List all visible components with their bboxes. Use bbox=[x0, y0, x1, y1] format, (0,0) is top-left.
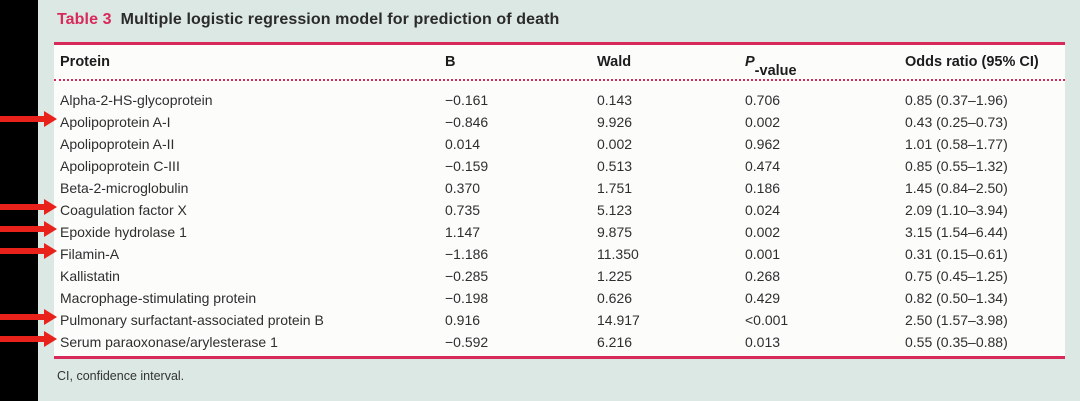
b-value: −0.159 bbox=[445, 158, 489, 174]
odds-ratio-value: 2.09 (1.10–3.94) bbox=[905, 202, 1008, 218]
protein-name: Macrophage-stimulating protein bbox=[60, 290, 257, 306]
odds-ratio-value: 0.82 (0.50–1.34) bbox=[905, 290, 1008, 306]
odds-ratio-value: 0.85 (0.37–1.96) bbox=[905, 92, 1008, 108]
red-arrow-icon bbox=[0, 309, 57, 325]
red-arrow-icon bbox=[0, 221, 57, 237]
table-row: Epoxide hydrolase 1 1.147 9.875 0.002 3.… bbox=[54, 221, 1065, 243]
table-row: Apolipoprotein A-I −0.846 9.926 0.002 0.… bbox=[54, 111, 1065, 133]
wald-value: 0.002 bbox=[597, 136, 633, 152]
table-number-label: Table 3 bbox=[57, 11, 112, 28]
odds-ratio-value: 0.55 (0.35–0.88) bbox=[905, 334, 1008, 350]
wald-value: 5.123 bbox=[597, 202, 633, 218]
protein-name: Serum paraoxonase/arylesterase 1 bbox=[60, 334, 278, 350]
table-row: Macrophage-stimulating protein −0.198 0.… bbox=[54, 287, 1065, 309]
red-arrow-icon bbox=[0, 243, 57, 259]
table-row: Serum paraoxonase/arylesterase 1 −0.592 … bbox=[54, 331, 1065, 353]
column-header-wald: Wald bbox=[597, 54, 632, 70]
table-row: Filamin-A −1.186 11.350 0.001 0.31 (0.15… bbox=[54, 243, 1065, 265]
wald-value: 9.926 bbox=[597, 114, 633, 130]
odds-ratio-value: 2.50 (1.57–3.98) bbox=[905, 312, 1008, 328]
protein-name: Apolipoprotein A-I bbox=[60, 114, 171, 130]
p-value: 0.002 bbox=[745, 114, 781, 130]
wald-value: 14.917 bbox=[597, 312, 640, 328]
b-value: 0.735 bbox=[445, 202, 481, 218]
left-black-bar bbox=[0, 0, 38, 401]
table-row: Kallistatin −0.285 1.225 0.268 0.75 (0.4… bbox=[54, 265, 1065, 287]
odds-ratio-value: 1.01 (0.58–1.77) bbox=[905, 136, 1008, 152]
table-title: Table 3 Multiple logistic regression mode… bbox=[57, 11, 559, 29]
p-value: 0.024 bbox=[745, 202, 781, 218]
protein-name: Pulmonary surfactant-associated protein … bbox=[60, 312, 324, 328]
b-value: −0.592 bbox=[445, 334, 489, 350]
b-value: −0.161 bbox=[445, 92, 489, 108]
table-row: Coagulation factor X 0.735 5.123 0.024 2… bbox=[54, 199, 1065, 221]
protein-name: Kallistatin bbox=[60, 268, 120, 284]
wald-value: 0.513 bbox=[597, 158, 633, 174]
protein-name: Coagulation factor X bbox=[60, 202, 187, 218]
odds-ratio-value: 0.31 (0.15–0.61) bbox=[905, 246, 1008, 262]
column-header-protein: Protein bbox=[60, 54, 110, 70]
wald-value: 0.143 bbox=[597, 92, 633, 108]
table-title-text: Multiple logistic regression model for p… bbox=[120, 11, 560, 28]
table-row: Apolipoprotein C-III −0.159 0.513 0.474 … bbox=[54, 155, 1065, 177]
protein-name: Alpha-2-HS-glycoprotein bbox=[60, 92, 213, 108]
wald-value: 0.626 bbox=[597, 290, 633, 306]
column-header-b: B bbox=[445, 54, 456, 70]
b-value: −0.285 bbox=[445, 268, 489, 284]
b-value: −0.846 bbox=[445, 114, 489, 130]
wald-value: 1.751 bbox=[597, 180, 633, 196]
protein-name: Beta-2-microglobulin bbox=[60, 180, 189, 196]
column-header-odds-ratio: Odds ratio (95% CI) bbox=[905, 54, 1039, 70]
regression-table: Protein B Wald P -value Odds ratio (95% C… bbox=[54, 42, 1065, 359]
red-arrow-icon bbox=[0, 331, 57, 347]
wald-value: 1.225 bbox=[597, 268, 633, 284]
odds-ratio-value: 0.85 (0.55–1.32) bbox=[905, 158, 1008, 174]
p-value: 0.268 bbox=[745, 268, 781, 284]
p-value: 0.962 bbox=[745, 136, 781, 152]
table-body: Alpha-2-HS-glycoprotein −0.161 0.143 0.7… bbox=[54, 81, 1065, 353]
p-value: <0.001 bbox=[745, 312, 789, 328]
red-arrow-icon bbox=[0, 199, 57, 215]
wald-value: 11.350 bbox=[597, 246, 639, 262]
table-row: Apolipoprotein A-II 0.014 0.002 0.962 1.… bbox=[54, 133, 1065, 155]
table-footnote: CI, confidence interval. bbox=[57, 369, 185, 383]
odds-ratio-value: 0.75 (0.45–1.25) bbox=[905, 268, 1008, 284]
b-value: 0.014 bbox=[445, 136, 481, 152]
odds-ratio-value: 1.45 (0.84–2.50) bbox=[905, 180, 1008, 196]
b-value: −0.198 bbox=[445, 290, 489, 306]
b-value: 0.916 bbox=[445, 312, 481, 328]
b-value: 0.370 bbox=[445, 180, 481, 196]
protein-name: Apolipoprotein A-II bbox=[60, 136, 175, 152]
b-value: 1.147 bbox=[445, 224, 481, 240]
protein-name: Apolipoprotein C-III bbox=[60, 158, 180, 174]
p-value: 0.706 bbox=[745, 92, 781, 108]
table-row: Pulmonary surfactant-associated protein … bbox=[54, 309, 1065, 331]
odds-ratio-value: 3.15 (1.54–6.44) bbox=[905, 224, 1008, 240]
b-value: −1.186 bbox=[445, 246, 489, 262]
table-header-row: Protein B Wald P -value Odds ratio (95% C… bbox=[54, 45, 1065, 81]
protein-name: Epoxide hydrolase 1 bbox=[60, 224, 187, 240]
column-header-pvalue: P -value bbox=[745, 54, 797, 79]
table-row: Beta-2-microglobulin 0.370 1.751 0.186 1… bbox=[54, 177, 1065, 199]
p-value: 0.186 bbox=[745, 180, 781, 196]
odds-ratio-value: 0.43 (0.25–0.73) bbox=[905, 114, 1008, 130]
p-value: 0.474 bbox=[745, 158, 781, 174]
wald-value: 9.875 bbox=[597, 224, 633, 240]
red-arrow-icon bbox=[0, 111, 57, 127]
p-value: 0.002 bbox=[745, 224, 781, 240]
p-value: 0.429 bbox=[745, 290, 781, 306]
wald-value: 6.216 bbox=[597, 334, 633, 350]
protein-name: Filamin-A bbox=[60, 246, 120, 262]
table-row: Alpha-2-HS-glycoprotein −0.161 0.143 0.7… bbox=[54, 89, 1065, 111]
p-value: 0.013 bbox=[745, 334, 781, 350]
p-value: 0.001 bbox=[745, 246, 781, 262]
